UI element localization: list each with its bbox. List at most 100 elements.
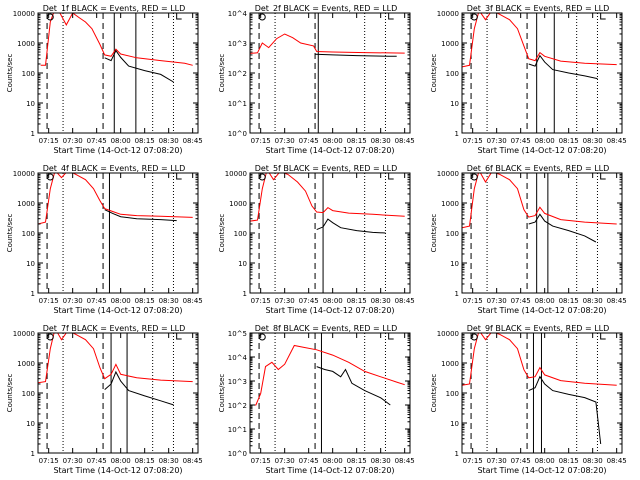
- series-line-events: [316, 366, 391, 406]
- x-tick-label: 08:00: [323, 137, 343, 145]
- y-tick-label: 10^2: [228, 402, 247, 410]
- y-tick-label: 1: [243, 290, 247, 298]
- series-line-lld: [462, 13, 617, 68]
- x-tick-label: 07:30: [63, 297, 83, 305]
- x-tick-label: 08:15: [559, 457, 579, 465]
- x-tick-label: 07:15: [39, 457, 59, 465]
- top-marker-corner: [176, 333, 182, 340]
- panel-9: 1 10 100 1000 10000 07:15 07:30 07:45 08:00 08:15…: [430, 324, 627, 475]
- panel-6: 1 10 100 1000 10000 07:15 07:30 07:45 08:00 08:15…: [430, 164, 627, 315]
- top-marker-corner: [388, 13, 394, 20]
- series-line-events: [315, 53, 397, 57]
- x-axis-label: Start Time (14-Oct-12 07:08:20): [265, 306, 394, 315]
- y-tick-label: 100: [234, 230, 247, 238]
- y-tick-label: 10^0: [228, 130, 247, 138]
- x-tick-label: 08:30: [583, 137, 603, 145]
- top-marker-corner: [176, 173, 182, 180]
- panel-title: Det_2f BLACK = Events, RED = LLD: [255, 4, 398, 13]
- plot-frame: [37, 332, 199, 454]
- x-axis-label: Start Time (14-Oct-12 07:08:20): [265, 466, 394, 475]
- y-tick-label: 100: [446, 230, 459, 238]
- x-tick-label: 07:30: [275, 297, 295, 305]
- y-axis-label: Counts/sec: [430, 214, 438, 253]
- panel-title: Det_9f BLACK = Events, RED = LLD: [467, 324, 610, 333]
- x-tick-label: 08:15: [559, 137, 579, 145]
- top-marker-circle: [470, 13, 478, 21]
- x-tick-label: 08:45: [395, 137, 415, 145]
- plot-frame: [249, 172, 411, 294]
- x-tick-label: 07:15: [39, 297, 59, 305]
- x-tick-label: 07:30: [275, 457, 295, 465]
- y-tick-label: 1000: [441, 360, 459, 368]
- top-marker-corner: [600, 173, 606, 180]
- y-axis-label: Counts/sec: [6, 374, 14, 413]
- x-tick-label: 08:15: [135, 457, 155, 465]
- x-tick-label: 08:15: [135, 297, 155, 305]
- x-tick-label: 07:15: [463, 137, 483, 145]
- top-marker-corner: [600, 13, 606, 20]
- x-tick-label: 08:00: [111, 457, 131, 465]
- panel-4: 1 10 100 1000 10000 07:15 07:30 07:45 08:00 08:15…: [6, 164, 203, 315]
- y-axis-label: Counts/sec: [218, 374, 226, 413]
- x-tick-label: 08:45: [607, 137, 627, 145]
- panel-1: 1 10 100 1000 10000 07:15 07:30 07:45 08:00 08:15…: [6, 4, 203, 155]
- series-line-events: [528, 54, 598, 80]
- x-axis-label: Start Time (14-Oct-12 07:08:20): [53, 146, 182, 155]
- y-tick-label: 1000: [441, 40, 459, 48]
- top-marker-circle: [46, 173, 54, 181]
- y-axis-label: Counts/sec: [430, 374, 438, 413]
- y-tick-label: 10^3: [228, 378, 247, 386]
- y-tick-label: 1000: [17, 200, 35, 208]
- series-line-events: [528, 375, 602, 445]
- y-tick-label: 100: [446, 390, 459, 398]
- y-tick-label: 1: [31, 290, 35, 298]
- x-axis-label: Start Time (14-Oct-12 07:08:20): [477, 146, 606, 155]
- plot-frame: [37, 172, 199, 294]
- series-line-events: [104, 370, 174, 406]
- top-marker-circle: [258, 13, 266, 21]
- x-tick-label: 08:30: [371, 457, 391, 465]
- y-tick-label: 10: [26, 100, 35, 108]
- x-tick-label: 07:45: [511, 297, 531, 305]
- top-marker-corner: [600, 333, 606, 340]
- y-tick-label: 100: [446, 70, 459, 78]
- x-tick-label: 08:15: [347, 457, 367, 465]
- plot-frame: [461, 332, 623, 454]
- y-tick-label: 1: [31, 130, 35, 138]
- y-axis-label: Counts/sec: [430, 54, 438, 93]
- panel-5: 1 10 100 1000 10000 07:15 07:30 07:45 08:00 08:15…: [218, 164, 415, 315]
- series-line-events: [104, 209, 177, 222]
- x-tick-label: 07:45: [511, 137, 531, 145]
- panel-title: Det_8f BLACK = Events, RED = LLD: [255, 324, 398, 333]
- x-tick-label: 08:30: [583, 297, 603, 305]
- y-tick-label: 1000: [229, 200, 247, 208]
- series-line-lld: [250, 33, 405, 54]
- plot-frame: [249, 332, 411, 454]
- y-axis-label: Counts/sec: [6, 54, 14, 93]
- x-axis-label: Start Time (14-Oct-12 07:08:20): [265, 146, 394, 155]
- series-line-events: [104, 49, 174, 83]
- y-tick-label: 10000: [13, 10, 35, 18]
- panel-8: 10^0 10^1 10^2 10^3 10^4 10^5 07:15 07:30 07:45 0…: [218, 324, 415, 475]
- y-tick-label: 10: [450, 100, 459, 108]
- y-axis-label: Counts/sec: [218, 54, 226, 93]
- y-tick-label: 10000: [13, 170, 35, 178]
- y-axis-label: Counts/sec: [6, 214, 14, 253]
- y-tick-label: 10^4: [228, 10, 248, 18]
- y-tick-label: 10: [450, 420, 459, 428]
- x-tick-label: 07:45: [87, 457, 107, 465]
- y-tick-label: 1000: [441, 200, 459, 208]
- x-tick-label: 08:30: [371, 297, 391, 305]
- x-axis-label: Start Time (14-Oct-12 07:08:20): [477, 306, 606, 315]
- series-line-lld: [250, 173, 405, 222]
- x-tick-label: 07:15: [251, 457, 271, 465]
- x-tick-label: 07:30: [487, 137, 507, 145]
- top-marker-circle: [46, 333, 54, 341]
- series-line-lld: [462, 173, 617, 229]
- x-tick-label: 07:45: [511, 457, 531, 465]
- y-tick-label: 10^4: [228, 354, 248, 362]
- x-tick-label: 08:00: [111, 297, 131, 305]
- panel-2: 10^0 10^1 10^2 10^3 10^4 07:15 07:30 07:45 08:00…: [218, 4, 415, 155]
- y-tick-label: 10^5: [228, 330, 247, 338]
- panel-3: 1 10 100 1000 10000 07:15 07:30 07:45 08:00 08:15…: [430, 4, 627, 155]
